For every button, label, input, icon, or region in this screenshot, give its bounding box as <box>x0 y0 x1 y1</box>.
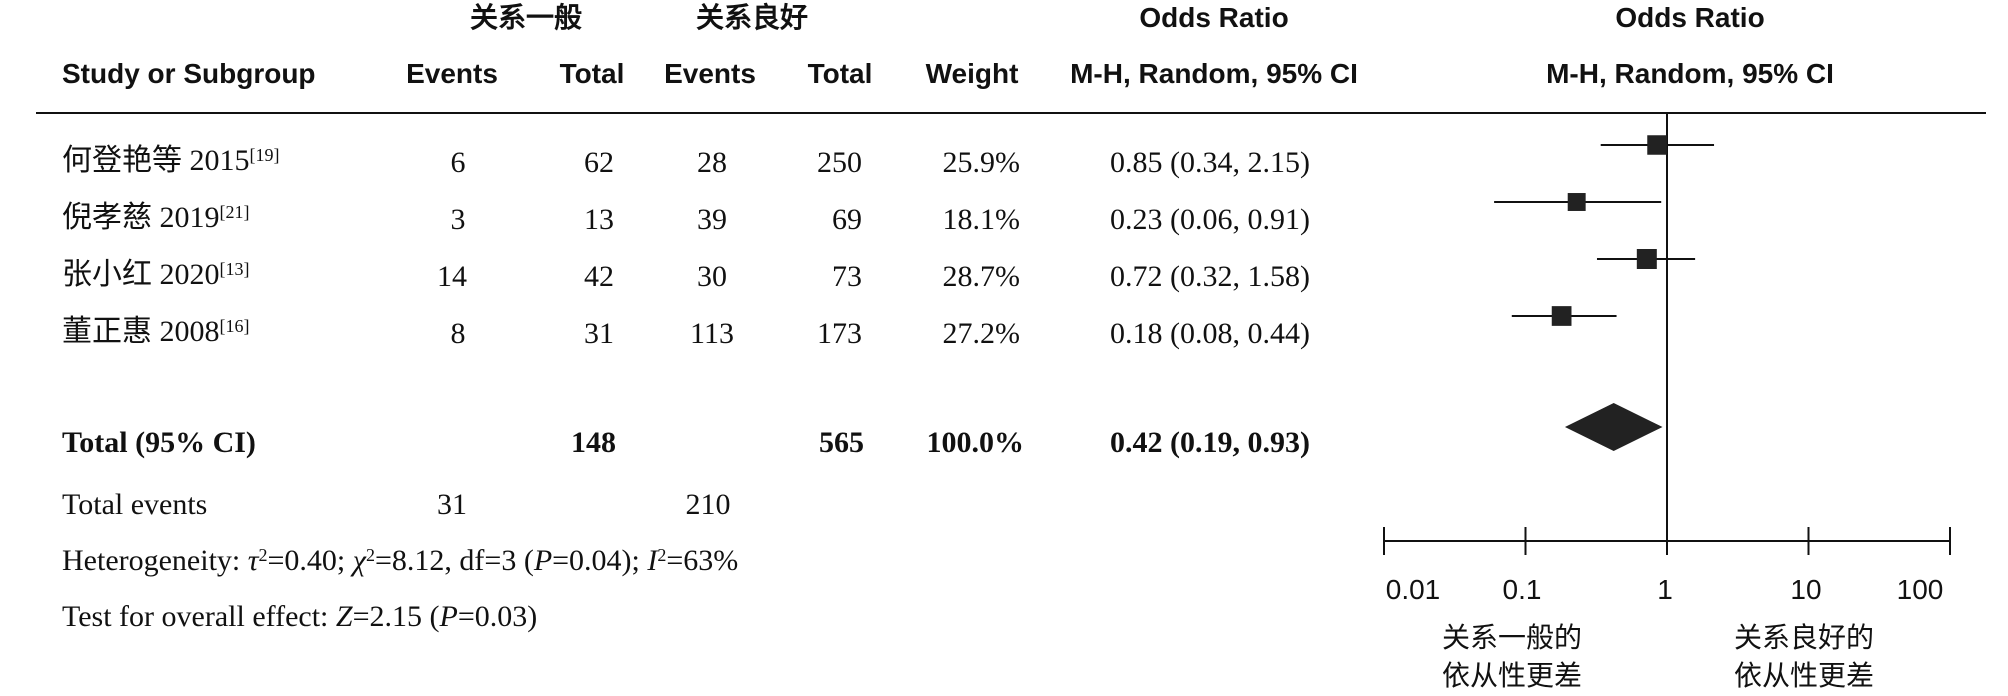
pooled-diamond <box>1564 403 1663 451</box>
total-label: Total (95% CI) <box>62 426 256 459</box>
col-events2-header: Events <box>664 58 756 89</box>
total-total1: 148 <box>571 426 616 459</box>
study-weight: 18.1% <box>942 203 1021 236</box>
total-weight: 100.0% <box>926 426 1025 459</box>
study-total2: 250 <box>817 146 862 179</box>
study-ci: 0.85 (0.34, 2.15) <box>1110 146 1310 179</box>
study-events2: 30 <box>697 260 727 293</box>
study-point-square <box>1551 306 1572 326</box>
favours-left-line1: 关系一般的 <box>1441 622 1583 653</box>
study-name: 何登艳等 2015[19] <box>62 144 280 177</box>
favours-right-line1: 关系良好的 <box>1733 622 1875 653</box>
total-events1: 31 <box>437 488 467 521</box>
col-ci-header: M-H, Random, 95% CI <box>1070 58 1358 89</box>
tick-label-1: 1 <box>1657 574 1673 605</box>
study-events2: 113 <box>690 317 734 350</box>
study-ci: 0.72 (0.32, 1.58) <box>1110 260 1310 293</box>
col-total2-header: Total <box>807 58 873 89</box>
study-point-square <box>1647 135 1667 155</box>
study-weight: 25.9% <box>942 146 1021 179</box>
study-total1: 13 <box>584 203 614 236</box>
tick-label-0.1: 0.1 <box>1502 574 1542 605</box>
or-title-left: Odds Ratio <box>1139 2 1289 33</box>
col-weight-header: Weight <box>925 58 1019 89</box>
study-total2: 73 <box>832 260 862 293</box>
study-name: 张小红 2020[13] <box>62 258 250 291</box>
study-weight: 28.7% <box>942 260 1021 293</box>
study-point-square <box>1567 193 1586 211</box>
study-ci: 0.18 (0.08, 0.44) <box>1110 317 1310 350</box>
study-weight: 27.2% <box>942 317 1021 350</box>
study-events1: 3 <box>450 203 466 236</box>
tick-label-100: 100 <box>1896 574 1944 605</box>
tick-label-0.01: 0.01 <box>1385 574 1441 605</box>
study-total1: 42 <box>584 260 614 293</box>
study-total2: 69 <box>832 203 862 236</box>
heterogeneity-text: Heterogeneity: τ2=0.40; χ2=8.12, df=3 (P… <box>62 544 739 577</box>
study-events1: 6 <box>450 146 466 179</box>
or-title-right: Odds Ratio <box>1615 2 1765 33</box>
total-events2: 210 <box>685 488 731 521</box>
total-ci: 0.42 (0.19, 0.93) <box>1110 426 1310 459</box>
study-point-square <box>1636 249 1657 269</box>
study-name: 倪孝慈 2019[21] <box>62 201 250 234</box>
study-total2: 173 <box>817 317 862 350</box>
favours-right-line2: 依从性更差 <box>1733 660 1875 691</box>
study-events2: 39 <box>697 203 727 236</box>
total-events-label: Total events <box>62 488 208 521</box>
header-rule <box>36 112 1986 114</box>
group1-header: 关系一般 <box>469 2 583 33</box>
study-ci: 0.23 (0.06, 0.91) <box>1110 203 1310 236</box>
favours-left-line2: 依从性更差 <box>1441 660 1583 691</box>
col-total1-header: Total <box>559 58 625 89</box>
col-or-ci-header: M-H, Random, 95% CI <box>1546 58 1834 89</box>
study-total1: 62 <box>584 146 614 179</box>
total-total2: 565 <box>819 426 864 459</box>
study-events2: 28 <box>697 146 727 179</box>
study-name: 董正惠 2008[16] <box>62 315 250 348</box>
study-total1: 31 <box>584 317 614 350</box>
group2-header: 关系良好 <box>695 2 809 33</box>
col-events1-header: Events <box>406 58 498 89</box>
col-study-header: Study or Subgroup <box>62 58 316 89</box>
study-events1: 8 <box>450 317 466 350</box>
overall-effect-text: Test for overall effect: Z=2.15 (P=0.03) <box>62 600 538 633</box>
tick-label-10: 10 <box>1790 574 1822 605</box>
study-events1: 14 <box>437 260 467 293</box>
